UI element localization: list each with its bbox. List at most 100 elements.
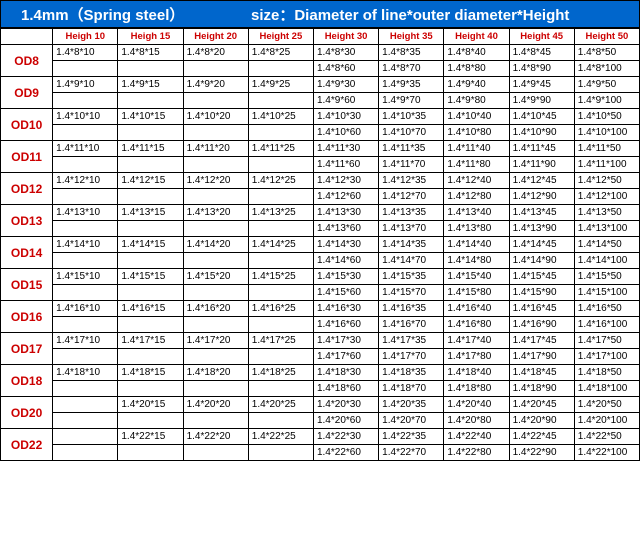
table-cell [183,317,248,333]
table-row: OD111.4*11*101.4*11*151.4*11*201.4*11*25… [1,141,640,157]
table-cell: 1.4*14*30 [313,237,378,253]
table-cell: 1.4*10*20 [183,109,248,125]
table-cell: 1.4*17*20 [183,333,248,349]
table-cell: 1.4*22*90 [509,445,574,461]
table-cell: 1.4*14*90 [509,253,574,269]
table-cell: 1.4*18*60 [313,381,378,397]
table-cell: 1.4*11*100 [574,157,639,173]
table-cell [53,157,118,173]
table-cell: 1.4*17*80 [444,349,509,365]
table-cell: 1.4*15*80 [444,285,509,301]
table-cell: 1.4*15*50 [574,269,639,285]
table-cell: 1.4*22*70 [379,445,444,461]
row-header: OD12 [1,173,53,205]
table-cell: 1.4*16*15 [118,301,183,317]
table-cell [183,349,248,365]
table-cell [183,93,248,109]
table-cell: 1.4*13*50 [574,205,639,221]
table-cell: 1.4*20*30 [313,397,378,413]
table-row: 1.4*13*601.4*13*701.4*13*801.4*13*901.4*… [1,221,640,237]
table-cell [118,125,183,141]
col-header: Height 50 [574,29,639,45]
table-cell [53,253,118,269]
row-header: OD16 [1,301,53,333]
table-cell [183,189,248,205]
table-cell: 1.4*15*60 [313,285,378,301]
table-cell: 1.4*13*10 [53,205,118,221]
table-cell: 1.4*13*100 [574,221,639,237]
table-cell [248,125,313,141]
table-cell [118,189,183,205]
table-cell: 1.4*20*50 [574,397,639,413]
table-cell: 1.4*11*50 [574,141,639,157]
table-cell: 1.4*10*50 [574,109,639,125]
table-cell [183,285,248,301]
row-header: OD10 [1,109,53,141]
table-cell [183,413,248,429]
table-cell [118,157,183,173]
table-cell: 1.4*17*25 [248,333,313,349]
table-cell: 1.4*12*15 [118,173,183,189]
table-cell: 1.4*9*100 [574,93,639,109]
table-cell: 1.4*12*100 [574,189,639,205]
table-cell [248,189,313,205]
table-cell: 1.4*12*10 [53,173,118,189]
table-cell [118,285,183,301]
table-cell: 1.4*17*70 [379,349,444,365]
table-row: OD91.4*9*101.4*9*151.4*9*201.4*9*251.4*9… [1,77,640,93]
table-cell: 1.4*14*10 [53,237,118,253]
table-cell: 1.4*16*20 [183,301,248,317]
table-cell: 1.4*11*90 [509,157,574,173]
table-cell: 1.4*14*15 [118,237,183,253]
table-cell: 1.4*14*45 [509,237,574,253]
table-cell: 1.4*18*20 [183,365,248,381]
col-header: Heigh 10 [53,29,118,45]
table-cell: 1.4*17*40 [444,333,509,349]
table-cell: 1.4*12*50 [574,173,639,189]
table-cell [53,317,118,333]
table-cell: 1.4*11*25 [248,141,313,157]
table-cell [53,381,118,397]
table-cell [53,349,118,365]
col-header: Height 40 [444,29,509,45]
table-cell: 1.4*9*25 [248,77,313,93]
table-row: 1.4*17*601.4*17*701.4*17*801.4*17*901.4*… [1,349,640,365]
table-cell: 1.4*18*10 [53,365,118,381]
table-cell: 1.4*8*10 [53,45,118,61]
table-cell: 1.4*15*15 [118,269,183,285]
table-cell: 1.4*11*70 [379,157,444,173]
table-cell: 1.4*16*70 [379,317,444,333]
table-cell: 1.4*18*35 [379,365,444,381]
table-cell: 1.4*14*100 [574,253,639,269]
table-cell: 1.4*17*15 [118,333,183,349]
table-cell: 1.4*10*40 [444,109,509,125]
table-cell: 1.4*9*15 [118,77,183,93]
table-cell: 1.4*13*45 [509,205,574,221]
table-cell: 1.4*14*40 [444,237,509,253]
table-cell: 1.4*13*35 [379,205,444,221]
table-cell [248,221,313,237]
table-cell: 1.4*9*90 [509,93,574,109]
table-cell: 1.4*13*40 [444,205,509,221]
table-cell: 1.4*16*60 [313,317,378,333]
table-row: OD141.4*14*101.4*14*151.4*14*201.4*14*25… [1,237,640,253]
table-cell: 1.4*18*45 [509,365,574,381]
table-cell: 1.4*16*90 [509,317,574,333]
table-cell: 1.4*13*20 [183,205,248,221]
row-header: OD15 [1,269,53,301]
table-cell [183,381,248,397]
table-cell: 1.4*9*20 [183,77,248,93]
table-cell: 1.4*10*100 [574,125,639,141]
table-cell [118,317,183,333]
table-cell [118,61,183,77]
table-cell: 1.4*8*60 [313,61,378,77]
table-row: OD151.4*15*101.4*15*151.4*15*201.4*15*25… [1,269,640,285]
table-cell: 1.4*11*10 [53,141,118,157]
table-cell: 1.4*12*30 [313,173,378,189]
table-cell: 1.4*11*40 [444,141,509,157]
table-cell [118,93,183,109]
table-cell: 1.4*20*25 [248,397,313,413]
table-cell [183,157,248,173]
table-cell: 1.4*11*15 [118,141,183,157]
table-cell [118,413,183,429]
